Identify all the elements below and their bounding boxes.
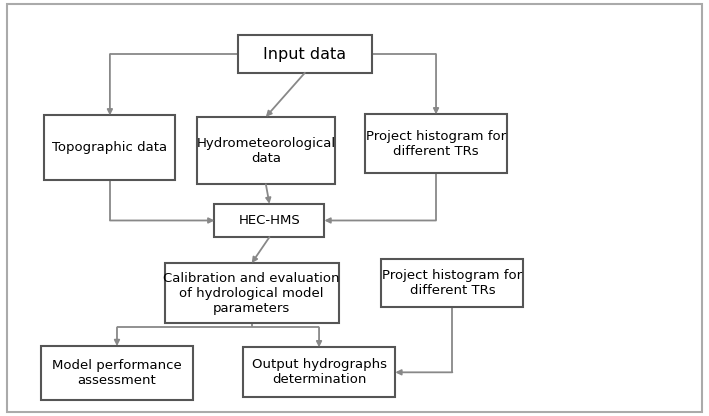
Bar: [41, 346, 194, 400]
Bar: [44, 115, 176, 180]
Bar: [196, 117, 335, 184]
Bar: [381, 259, 523, 307]
Bar: [365, 114, 507, 173]
Text: Model performance
assessment: Model performance assessment: [52, 359, 182, 387]
Bar: [242, 347, 396, 397]
Bar: [164, 263, 339, 324]
Text: Hydrometeorological
data: Hydrometeorological data: [196, 136, 335, 165]
Bar: [238, 35, 372, 73]
Text: Calibration and evaluation
of hydrological model
parameters: Calibration and evaluation of hydrologic…: [164, 272, 340, 315]
Text: Topographic data: Topographic data: [52, 141, 167, 154]
Text: Output hydrographs
determination: Output hydrographs determination: [252, 358, 386, 386]
Text: HEC-HMS: HEC-HMS: [238, 214, 301, 227]
Text: Input data: Input data: [263, 47, 347, 62]
Text: Project histogram for
different TRs: Project histogram for different TRs: [382, 269, 523, 297]
Text: Project histogram for
different TRs: Project histogram for different TRs: [366, 129, 506, 158]
Bar: [214, 204, 325, 237]
